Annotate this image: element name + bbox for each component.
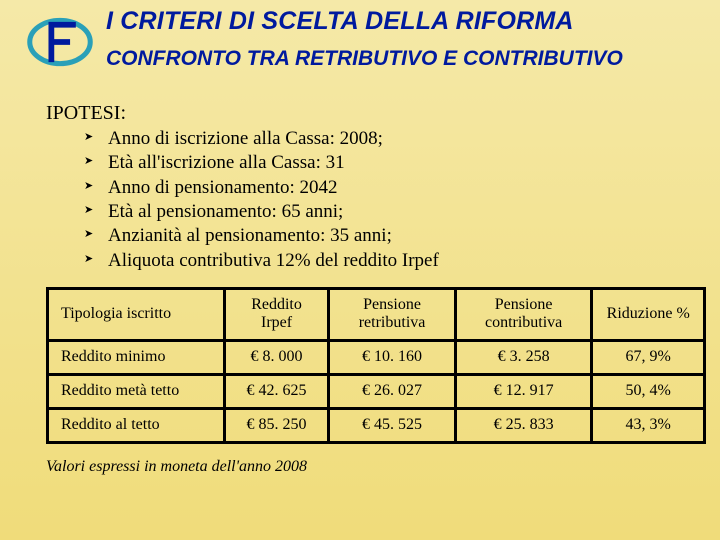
cell: Reddito metà tetto — [48, 374, 225, 408]
cell: 43, 3% — [592, 408, 705, 442]
col-header: Pensione retributiva — [329, 288, 456, 340]
table-row: Reddito minimo € 8. 000 € 10. 160 € 3. 2… — [48, 340, 705, 374]
col-header: Pensione contributiva — [455, 288, 592, 340]
cell: 67, 9% — [592, 340, 705, 374]
comparison-table: Tipologia iscritto Reddito Irpef Pension… — [46, 287, 706, 444]
cf-logo — [24, 6, 96, 78]
cell: € 85. 250 — [224, 408, 328, 442]
list-item: Anzianità al pensionamento: 35 anni; — [84, 224, 696, 248]
cell: € 8. 000 — [224, 340, 328, 374]
cell: Reddito minimo — [48, 340, 225, 374]
col-header: Riduzione % — [592, 288, 705, 340]
footnote: Valori espressi in moneta dell'anno 2008 — [46, 458, 696, 476]
cell: 50, 4% — [592, 374, 705, 408]
list-item: Anno di pensionamento: 2042 — [84, 176, 696, 200]
cell: € 42. 625 — [224, 374, 328, 408]
cell: € 10. 160 — [329, 340, 456, 374]
slide-title: I CRITERI DI SCELTA DELLA RIFORMA — [106, 6, 696, 36]
col-header: Tipologia iscritto — [48, 288, 225, 340]
cell: Reddito al tetto — [48, 408, 225, 442]
cell: € 12. 917 — [455, 374, 592, 408]
cell: € 26. 027 — [329, 374, 456, 408]
table-row: Reddito metà tetto € 42. 625 € 26. 027 €… — [48, 374, 705, 408]
slide-subtitle: CONFRONTO TRA RETRIBUTIVO E CONTRIBUTIVO — [106, 46, 696, 71]
cell: € 45. 525 — [329, 408, 456, 442]
slide: I CRITERI DI SCELTA DELLA RIFORMA CONFRO… — [0, 0, 720, 540]
col-header: Reddito Irpef — [224, 288, 328, 340]
table-header-row: Tipologia iscritto Reddito Irpef Pension… — [48, 288, 705, 340]
list-item: Aliquota contributiva 12% del reddito Ir… — [84, 249, 696, 273]
slide-header: I CRITERI DI SCELTA DELLA RIFORMA CONFRO… — [24, 6, 696, 78]
table-row: Reddito al tetto € 85. 250 € 45. 525 € 2… — [48, 408, 705, 442]
ipotesi-label: IPOTESI: — [46, 102, 696, 125]
ipotesi-block: IPOTESI: Anno di iscrizione alla Cassa: … — [46, 102, 696, 273]
cell: € 25. 833 — [455, 408, 592, 442]
title-block: I CRITERI DI SCELTA DELLA RIFORMA CONFRO… — [106, 6, 696, 71]
list-item: Età al pensionamento: 65 anni; — [84, 200, 696, 224]
list-item: Anno di iscrizione alla Cassa: 2008; — [84, 127, 696, 151]
cell: € 3. 258 — [455, 340, 592, 374]
list-item: Età all'iscrizione alla Cassa: 31 — [84, 151, 696, 175]
ipotesi-list: Anno di iscrizione alla Cassa: 2008; Età… — [46, 127, 696, 273]
